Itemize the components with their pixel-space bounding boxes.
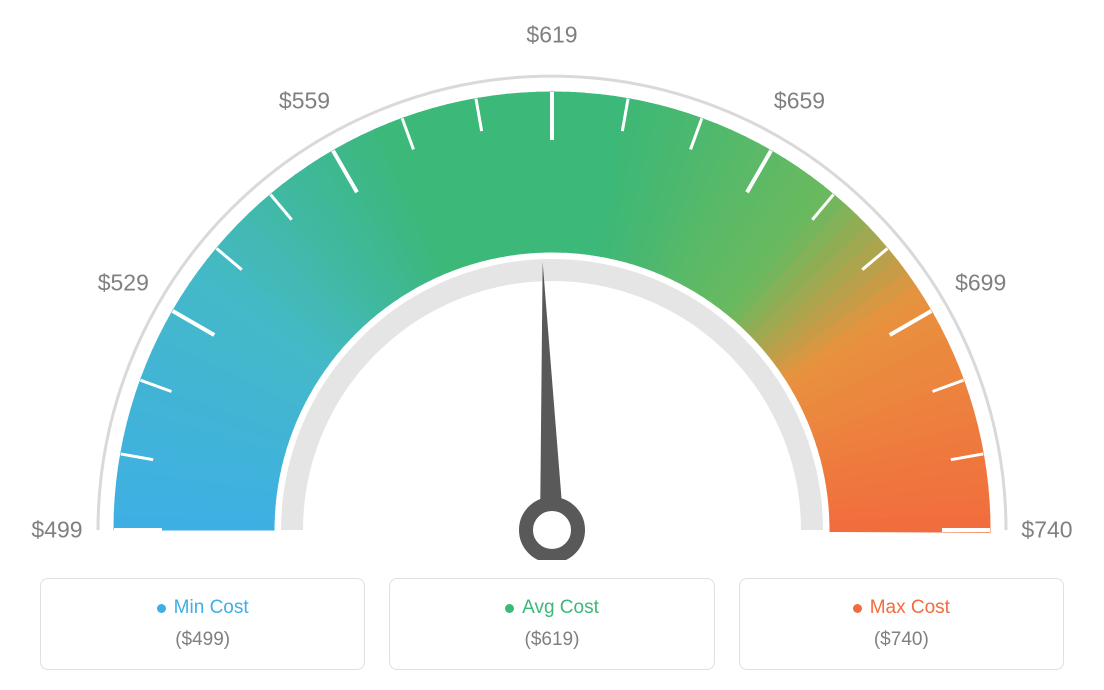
legend-row: Min Cost ($499) Avg Cost ($619) Max Cost… (0, 578, 1104, 670)
legend-box-avg: Avg Cost ($619) (389, 578, 714, 670)
legend-label-avg: Avg Cost (522, 597, 599, 619)
gauge-tick-label: $740 (1021, 517, 1072, 544)
gauge-tick-label: $699 (955, 269, 1006, 296)
legend-value-min: ($499) (51, 629, 354, 651)
legend-label-max: Max Cost (870, 597, 950, 619)
legend-box-max: Max Cost ($740) (739, 578, 1064, 670)
gauge-svg (0, 0, 1104, 560)
gauge-tick-label: $529 (98, 269, 149, 296)
gauge-tick-label: $499 (31, 517, 82, 544)
legend-label-row: Max Cost (750, 597, 1053, 619)
gauge-chart: $499 $529 $559 $619 $659 $699 $740 (0, 0, 1104, 560)
gauge-tick-label: $619 (526, 22, 577, 49)
gauge-tick-label: $659 (774, 88, 825, 115)
legend-box-min: Min Cost ($499) (40, 578, 365, 670)
legend-label-min: Min Cost (174, 597, 249, 619)
legend-value-max: ($740) (750, 629, 1053, 651)
legend-value-avg: ($619) (400, 629, 703, 651)
legend-dot-avg (505, 604, 514, 613)
legend-label-row: Min Cost (51, 597, 354, 619)
legend-dot-max (853, 604, 862, 613)
gauge-tick-label: $559 (279, 88, 330, 115)
legend-dot-min (157, 604, 166, 613)
legend-label-row: Avg Cost (400, 597, 703, 619)
